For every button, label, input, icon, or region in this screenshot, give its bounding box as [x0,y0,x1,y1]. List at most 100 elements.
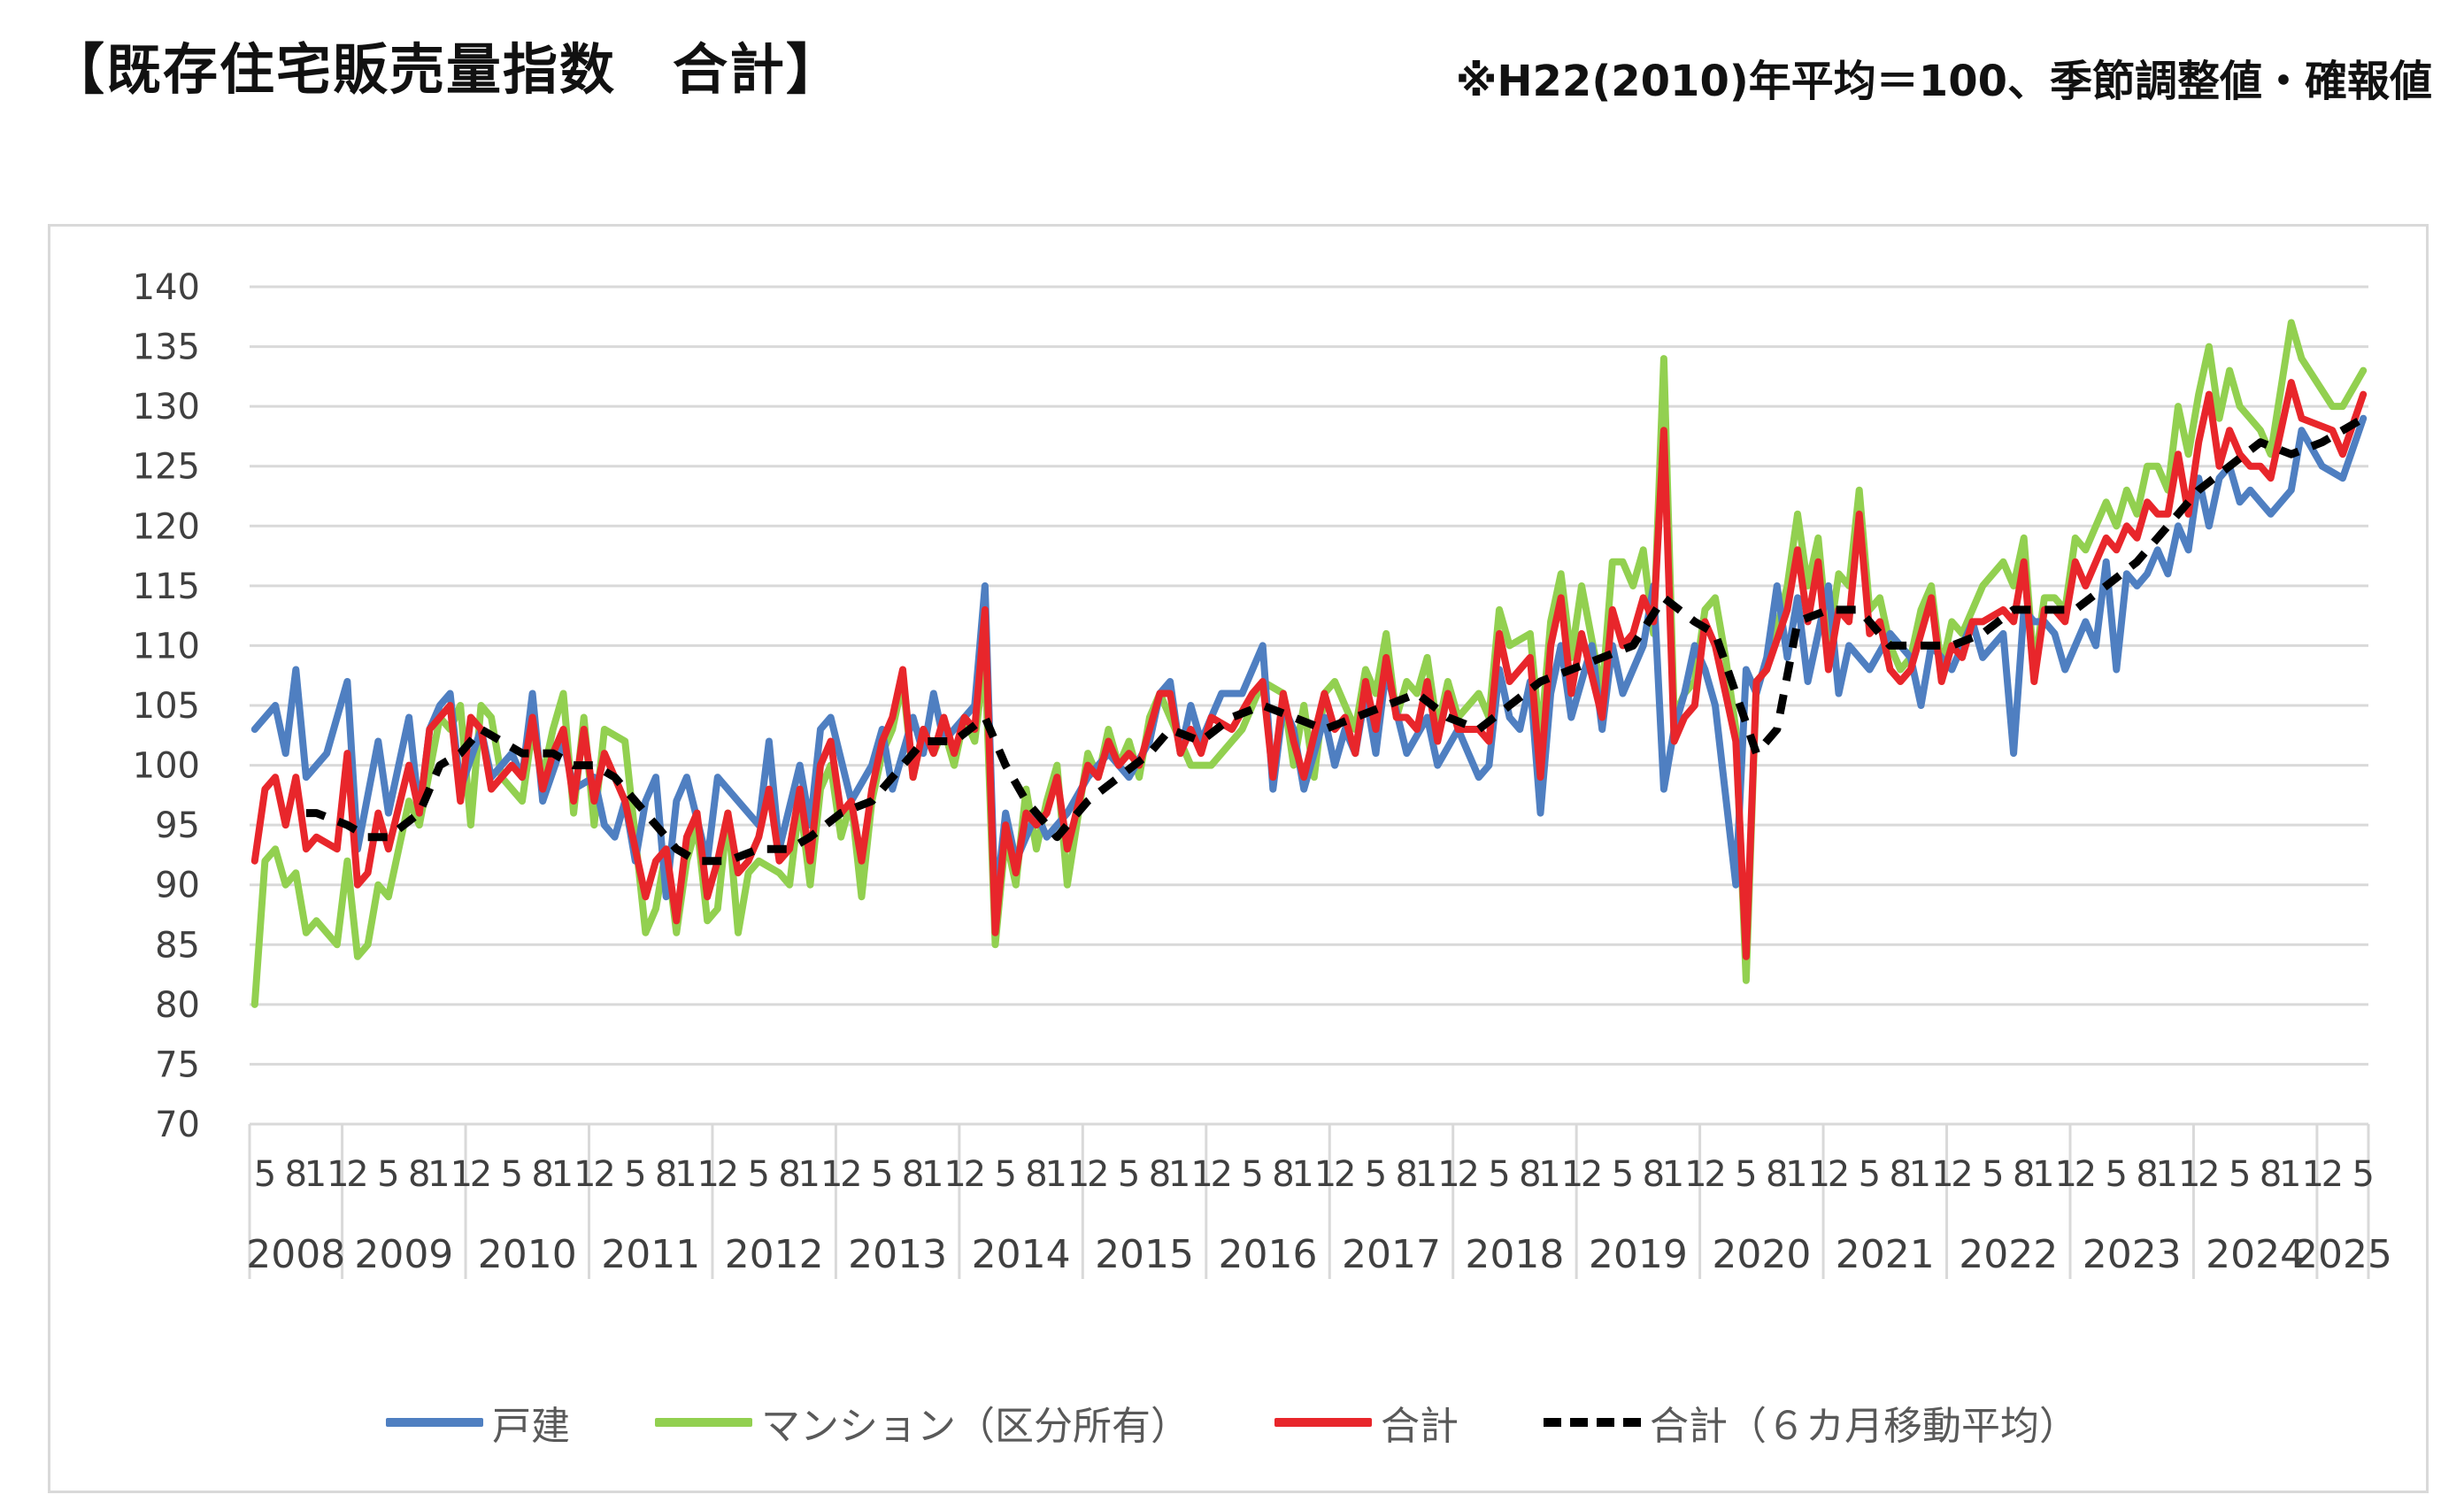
year-label-2010: 2010 [478,1232,577,1277]
legend-label-detached: 戸建 [492,1404,570,1449]
month-label: 5 [994,1154,1016,1195]
month-label: 5 [377,1154,399,1195]
month-label: 2 [2075,1154,2097,1195]
month-label: 11 [304,1154,350,1195]
month-label: 8 [655,1154,677,1195]
month-label: 5 [871,1154,893,1195]
legend-swatch-total [1274,1418,1372,1427]
month-label: 8 [1396,1154,1418,1195]
month-label: 8 [531,1154,553,1195]
page-title: 【既存住宅販売量指数 合計】 [50,37,843,102]
month-label: 2 [2198,1154,2220,1195]
month-label: 2 [1210,1154,1232,1195]
month-label: 2 [1457,1154,1479,1195]
y-tick-label-125: 125 [133,447,200,488]
year-label-2023: 2023 [2083,1232,2182,1277]
month-label: 2 [346,1154,368,1195]
year-label-2022: 2022 [1959,1232,2058,1277]
month-label: 8 [2013,1154,2035,1195]
legend-swatch-detached [386,1418,483,1427]
month-label: 5 [1612,1154,1634,1195]
month-label: 11 [674,1154,720,1195]
y-tick-label-120: 120 [133,506,200,547]
legend-swatch-moving-average [1544,1418,1641,1427]
year-label-2008: 2008 [246,1232,345,1277]
legend-label-condo: マンション（区分所有） [761,1404,1190,1449]
month-label: 5 [1735,1154,1757,1195]
month-label: 8 [1025,1154,1047,1195]
month-label: 2 [1951,1154,1973,1195]
month-label: 11 [1044,1154,1090,1195]
month-label: 2 [717,1154,739,1195]
series-line-total [250,379,2368,960]
month-label: 8 [1643,1154,1665,1195]
month-label: 5 [1859,1154,1881,1195]
y-tick-label-115: 115 [133,566,200,607]
y-tick-label-70: 70 [155,1105,200,1145]
month-label: 5 [1118,1154,1140,1195]
month-label: 8 [1272,1154,1294,1195]
year-label-2015: 2015 [1095,1232,1194,1277]
chart-frame [48,224,2429,1493]
x-axis: 2008 2009 2010 2011 2012 2013 2014 2015 2016 2017… [246,1122,2392,1279]
month-label: 11 [2156,1154,2201,1195]
y-tick-label-140: 140 [133,267,200,308]
year-label-2020: 2020 [1712,1232,1811,1277]
legend-item-detached: 戸建 [386,1394,570,1451]
month-label: 8 [1766,1154,1788,1195]
month-label: 11 [1909,1154,1954,1195]
legend-label-total: 合計 [1381,1404,1459,1449]
line-chart: 707580859095100105110115120125130135140 … [133,267,2392,1279]
y-tick-label-75: 75 [155,1044,200,1085]
month-label: 8 [1149,1154,1171,1195]
y-tick-label-90: 90 [155,866,200,906]
month-label: 2 [1334,1154,1356,1195]
legend-item-condo: マンション（区分所有） [655,1394,1190,1451]
y-tick-label-95: 95 [155,805,200,846]
month-label: 8 [2260,1154,2282,1195]
month-label: 11 [1662,1154,1707,1195]
month-label: 8 [285,1154,307,1195]
month-label: 5 [1241,1154,1263,1195]
month-label: 11 [1415,1154,1460,1195]
month-label: 5 [254,1154,276,1195]
year-label-2013: 2013 [848,1232,947,1277]
year-label-2019: 2019 [1589,1232,1688,1277]
y-tick-label-110: 110 [133,626,200,666]
month-label: 11 [427,1154,473,1195]
legend-item-moving-average: 合計（６カ月移動平均） [1544,1394,2078,1451]
legend-item-total: 合計 [1274,1394,1459,1451]
series-line-detached [250,414,2368,913]
series-line-condo [250,319,2368,1008]
month-label: 5 [1488,1154,1510,1195]
y-tick-label-85: 85 [155,925,200,966]
gridlines [250,285,2368,1066]
month-label: 11 [551,1154,597,1195]
month-label: 2 [1828,1154,1850,1195]
month-label: 11 [1168,1154,1213,1195]
month-label: 2 [1704,1154,1726,1195]
y-axis-ticks: 70 75 80 85 90 95 100 105 110 115 120 125 130 135 140 [133,267,200,1145]
y-tick-label-100: 100 [133,746,200,787]
year-label-2025: 2025 [2293,1232,2392,1277]
y-tick-label-105: 105 [133,686,200,727]
series-line-ma [305,414,2366,866]
legend: 戸建 マンション（区分所有） 合計 合計（６カ月移動平均） [0,1391,2464,1453]
y-tick-label-130: 130 [133,387,200,428]
month-label: 5 [624,1154,646,1195]
month-label: 2 [2322,1154,2344,1195]
year-label-2012: 2012 [725,1232,824,1277]
year-label-2011: 2011 [601,1232,700,1277]
month-label: 2 [593,1154,615,1195]
legend-label-moving-average: 合計（６カ月移動平均） [1650,1404,2078,1449]
year-label-2017: 2017 [1342,1232,1441,1277]
year-label-2016: 2016 [1219,1232,1318,1277]
year-label-2014: 2014 [972,1232,1071,1277]
month-label: 2 [470,1154,492,1195]
month-label: 5 [1982,1154,2004,1195]
month-label: 2 [1087,1154,1109,1195]
month-label: 5 [2229,1154,2251,1195]
legend-swatch-condo [655,1418,752,1427]
month-label: 11 [1291,1154,1336,1195]
month-label: 5 [748,1154,770,1195]
